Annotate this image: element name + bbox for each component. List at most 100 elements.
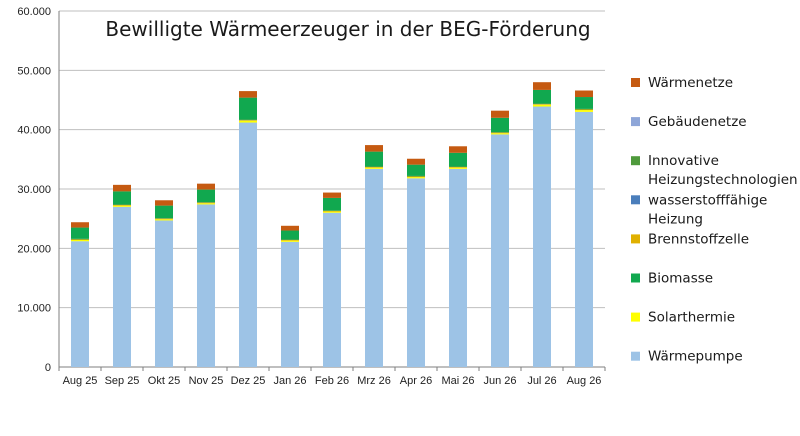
bar-segment (533, 104, 551, 105)
legend: Wärmenetze Gebäudenetze Innovative Heizungs… (631, 75, 798, 365)
legend-label: Wärmenetze (648, 75, 733, 91)
bar-segment (533, 103, 551, 105)
bar-segment (281, 239, 299, 241)
legend-item: Gebäudenetze (631, 114, 747, 130)
x-tick-label: Aug 25 (63, 375, 98, 387)
bar-segment (197, 203, 215, 205)
legend-label: Heizung (648, 211, 703, 227)
legend-item: Biomasse (631, 271, 713, 287)
legend-swatch (631, 273, 640, 283)
bar-segment (449, 168, 467, 367)
bar-segment (197, 189, 215, 203)
y-tick-label: 60.000 (17, 6, 51, 18)
bar-segment (113, 191, 131, 205)
bar-segment (449, 167, 467, 168)
bar-stack (407, 158, 425, 367)
bar-segment (407, 178, 425, 367)
y-tick-label: 30.000 (17, 184, 51, 196)
bar-segment (365, 151, 383, 167)
bar-segment (71, 240, 89, 242)
bars (71, 82, 593, 368)
bar-segment (533, 104, 551, 107)
bar-segment (491, 117, 509, 133)
legend-swatch (631, 195, 640, 205)
bar-stack (365, 145, 383, 367)
y-tick-label: 20.000 (17, 243, 51, 255)
bar-segment (449, 166, 467, 168)
bar-segment (365, 166, 383, 168)
y-tick-label: 10.000 (17, 303, 51, 315)
x-tick-label: Jan 26 (273, 375, 306, 387)
bar-segment (239, 97, 257, 120)
bar-segment (533, 106, 551, 367)
bar-segment (113, 206, 131, 367)
x-tick-label: Mai 26 (441, 375, 474, 387)
bar-segment (407, 175, 425, 177)
bar-segment (407, 164, 425, 176)
bar-stack (449, 146, 467, 367)
bar-stack (533, 82, 551, 367)
bar-segment (491, 110, 509, 118)
bar-segment (71, 241, 89, 367)
x-axis: Aug 25 Sep 25 Okt 25 Nov 25 Dez 25 Jan 26 Feb … (58, 367, 606, 387)
bar-segment (71, 222, 89, 228)
x-tick-label: Dez 25 (231, 375, 266, 387)
bar-segment (575, 97, 593, 109)
bar-segment (323, 212, 341, 367)
bar-segment (197, 202, 215, 204)
bar-segment (155, 220, 173, 367)
gridlines (59, 10, 605, 309)
legend-label: Innovative (648, 153, 719, 169)
x-tick-label: Aug 26 (567, 375, 602, 387)
legend-swatch (631, 312, 640, 322)
legend-item: Brennstoffzelle (631, 231, 749, 247)
legend-label: Wärmepumpe (648, 349, 743, 365)
bar-segment (365, 168, 383, 367)
bar-segment (449, 146, 467, 153)
bar-segment (365, 145, 383, 152)
bar-segment (323, 210, 341, 211)
legend-item: Solarthermie (631, 310, 735, 326)
y-tick-label: 50.000 (17, 65, 51, 77)
bar-segment (281, 230, 299, 240)
bar-segment (155, 219, 173, 221)
bar-segment (575, 108, 593, 110)
x-tick-label: Apr 26 (400, 375, 432, 387)
legend-swatch (631, 234, 640, 244)
bar-segment (155, 200, 173, 206)
bar-segment (281, 225, 299, 231)
legend-label: Brennstoffzelle (648, 231, 749, 247)
bar-stack (281, 225, 299, 367)
bar-segment (71, 238, 89, 240)
bar-segment (323, 210, 341, 212)
bar-segment (323, 192, 341, 198)
y-axis: 0 10.000 20.000 30.000 40.000 50.000 60.000 (17, 6, 605, 374)
bar-segment (197, 204, 215, 367)
x-tick-label: Feb 26 (315, 375, 349, 387)
bar-segment (449, 152, 467, 167)
bar-stack (197, 183, 215, 367)
bar-segment (281, 241, 299, 367)
bar-segment (407, 176, 425, 178)
legend-swatch (631, 351, 640, 361)
x-tick-label: Nov 25 (189, 375, 224, 387)
bar-stack (155, 200, 173, 367)
bar-segment (575, 111, 593, 368)
bar-segment (323, 197, 341, 211)
bar-segment (113, 205, 131, 206)
bar-segment (491, 134, 509, 367)
legend-label: Heizungstechnologien (648, 172, 798, 188)
legend-label: Biomasse (648, 271, 713, 287)
bar-segment (197, 183, 215, 190)
bar-stack (575, 90, 593, 368)
x-tick-label: Sep 25 (105, 375, 140, 387)
legend-item: Wärmenetze (631, 75, 733, 91)
bar-segment (155, 218, 173, 220)
legend-label: wasserstofffähige (648, 192, 767, 208)
bar-stack (71, 222, 89, 367)
legend-swatch (631, 117, 640, 127)
bar-stack (323, 192, 341, 367)
bar-segment (239, 122, 257, 367)
legend-swatch (631, 156, 640, 166)
bar-segment (491, 132, 509, 134)
